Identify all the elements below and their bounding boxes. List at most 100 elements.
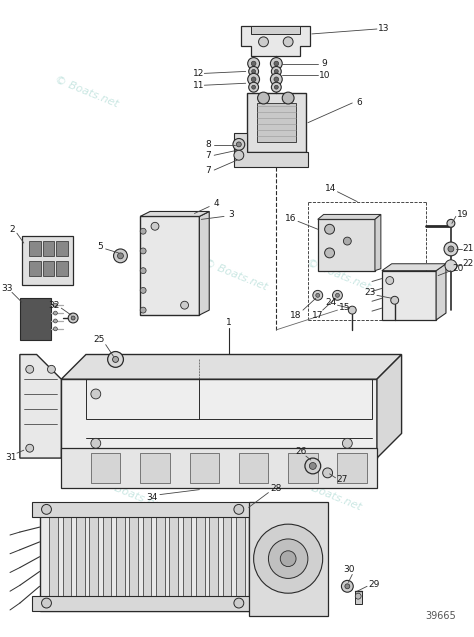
Polygon shape [49, 512, 58, 606]
Circle shape [258, 37, 268, 47]
Text: © Boats.net: © Boats.net [296, 477, 363, 512]
Circle shape [26, 444, 34, 452]
Text: 34: 34 [146, 493, 158, 502]
Polygon shape [382, 264, 446, 271]
Text: 7: 7 [205, 151, 211, 160]
Circle shape [140, 287, 146, 294]
Polygon shape [318, 215, 381, 219]
Circle shape [234, 150, 244, 160]
Polygon shape [337, 453, 367, 483]
Polygon shape [129, 512, 138, 606]
Polygon shape [251, 26, 300, 34]
Text: 23: 23 [365, 288, 376, 297]
Polygon shape [209, 512, 218, 606]
Circle shape [268, 539, 308, 578]
Circle shape [181, 301, 189, 309]
Text: 19: 19 [457, 210, 468, 219]
Text: 27: 27 [337, 475, 348, 484]
Circle shape [333, 290, 342, 300]
Polygon shape [29, 261, 41, 276]
Polygon shape [43, 261, 55, 276]
Polygon shape [169, 512, 178, 606]
Circle shape [140, 268, 146, 274]
Polygon shape [43, 241, 55, 256]
Text: © Boats.net: © Boats.net [202, 257, 269, 292]
Polygon shape [61, 355, 401, 379]
Text: 14: 14 [325, 184, 336, 193]
Polygon shape [256, 103, 296, 143]
Circle shape [42, 598, 51, 608]
Circle shape [305, 458, 321, 474]
Text: 20: 20 [452, 264, 464, 273]
Polygon shape [375, 215, 381, 271]
Text: 2: 2 [9, 225, 15, 234]
Circle shape [343, 237, 351, 245]
Text: 4: 4 [213, 199, 219, 208]
Polygon shape [156, 512, 164, 606]
Text: 32: 32 [49, 301, 60, 310]
Circle shape [140, 248, 146, 254]
Circle shape [251, 77, 256, 82]
Circle shape [280, 551, 296, 566]
Polygon shape [200, 211, 209, 315]
Circle shape [283, 37, 293, 47]
Polygon shape [56, 241, 68, 256]
Polygon shape [140, 453, 170, 483]
Circle shape [151, 222, 159, 230]
Polygon shape [32, 596, 254, 611]
Circle shape [234, 598, 244, 608]
Circle shape [47, 366, 55, 373]
Circle shape [140, 228, 146, 234]
Polygon shape [29, 241, 41, 256]
Text: 6: 6 [356, 99, 362, 108]
Circle shape [341, 580, 353, 592]
Circle shape [140, 307, 146, 313]
Text: 8: 8 [205, 140, 211, 149]
Circle shape [91, 438, 101, 448]
Polygon shape [241, 26, 310, 55]
Circle shape [249, 82, 258, 92]
Circle shape [54, 303, 57, 307]
Circle shape [54, 319, 57, 323]
Circle shape [233, 138, 245, 150]
Text: 7: 7 [205, 166, 211, 175]
Text: © Boats.net: © Boats.net [100, 477, 166, 512]
Polygon shape [63, 512, 72, 606]
Circle shape [237, 142, 241, 147]
Polygon shape [143, 512, 151, 606]
Polygon shape [247, 93, 306, 152]
Circle shape [118, 253, 123, 259]
Text: 29: 29 [368, 580, 380, 589]
Polygon shape [116, 512, 125, 606]
Circle shape [91, 389, 101, 399]
Polygon shape [103, 512, 111, 606]
Polygon shape [140, 211, 209, 217]
Text: 10: 10 [319, 71, 330, 80]
Polygon shape [239, 453, 268, 483]
Polygon shape [223, 512, 231, 606]
Polygon shape [32, 503, 254, 517]
Text: 13: 13 [378, 24, 390, 34]
Text: 17: 17 [312, 311, 323, 320]
Polygon shape [22, 236, 73, 285]
Circle shape [252, 69, 255, 73]
Text: © Boats.net: © Boats.net [53, 75, 119, 110]
Circle shape [248, 57, 260, 69]
Text: 39665: 39665 [425, 611, 456, 621]
Polygon shape [355, 591, 362, 604]
Text: 30: 30 [344, 565, 355, 574]
Circle shape [234, 505, 244, 514]
Text: 25: 25 [93, 335, 104, 344]
Circle shape [248, 73, 260, 85]
Polygon shape [40, 508, 249, 611]
Circle shape [282, 92, 294, 104]
Polygon shape [288, 453, 318, 483]
Circle shape [26, 366, 34, 373]
Polygon shape [61, 379, 377, 458]
Circle shape [274, 69, 278, 73]
Polygon shape [196, 512, 205, 606]
Text: 12: 12 [193, 69, 204, 78]
Polygon shape [249, 512, 258, 606]
Circle shape [274, 85, 278, 89]
Text: 33: 33 [1, 284, 13, 293]
